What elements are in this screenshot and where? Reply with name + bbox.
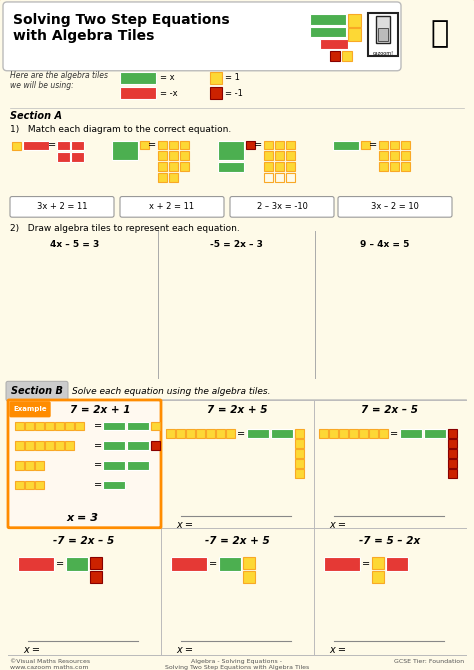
Bar [275, 173, 284, 182]
Bar [401, 162, 410, 171]
Bar [127, 421, 149, 430]
Text: x =: x = [329, 520, 346, 530]
Bar [390, 151, 399, 160]
Bar [127, 442, 149, 450]
Text: =: = [94, 441, 102, 451]
Bar [330, 51, 340, 61]
Bar [295, 440, 304, 448]
Bar [55, 421, 64, 430]
Bar [169, 162, 178, 171]
Text: 4x – 5 = 3: 4x – 5 = 3 [50, 240, 99, 249]
Bar [361, 141, 370, 149]
Text: =: = [237, 429, 245, 439]
Text: =: = [148, 141, 156, 151]
Bar [369, 429, 378, 438]
Text: 2)   Draw algebra tiles to represent each equation.: 2) Draw algebra tiles to represent each … [10, 224, 240, 233]
Bar [379, 141, 388, 149]
Bar [295, 449, 304, 458]
Bar [35, 480, 44, 489]
Bar [218, 141, 244, 160]
Text: =: = [94, 460, 102, 470]
Bar [158, 173, 167, 182]
Bar [400, 429, 422, 438]
Bar [158, 151, 167, 160]
Bar [246, 141, 255, 149]
Bar [15, 442, 24, 450]
Text: x = 3: x = 3 [66, 513, 98, 523]
Bar [264, 173, 273, 182]
Bar [319, 429, 328, 438]
Bar [127, 461, 149, 470]
Bar [25, 461, 34, 470]
FancyBboxPatch shape [8, 400, 161, 528]
FancyBboxPatch shape [230, 196, 334, 217]
Text: =: = [48, 141, 56, 151]
Bar [166, 429, 175, 438]
Bar [424, 429, 446, 438]
Text: =: = [94, 421, 102, 431]
Text: 7 = 2x + 5: 7 = 2x + 5 [207, 405, 267, 415]
Bar [295, 459, 304, 468]
Bar [45, 442, 54, 450]
Bar [15, 421, 24, 430]
Bar [448, 469, 457, 478]
Text: -7 = 2x – 5: -7 = 2x – 5 [54, 537, 115, 547]
FancyBboxPatch shape [120, 196, 224, 217]
Text: 1)   Match each diagram to the correct equation.: 1) Match each diagram to the correct equ… [10, 125, 231, 134]
Text: =: = [390, 429, 398, 439]
Text: cazoom!: cazoom! [373, 51, 393, 56]
Text: 2 – 3x = -10: 2 – 3x = -10 [256, 202, 308, 211]
Bar [65, 442, 74, 450]
Text: x =: x = [176, 645, 193, 655]
Bar [286, 173, 295, 182]
Bar [171, 557, 207, 571]
Bar [169, 173, 178, 182]
Text: Solve each equation using the algebra tiles.: Solve each equation using the algebra ti… [72, 387, 271, 395]
Bar [359, 429, 368, 438]
Bar [348, 14, 361, 27]
Text: x =: x = [176, 520, 193, 530]
Bar [379, 151, 388, 160]
Bar [226, 429, 235, 438]
Bar [120, 88, 156, 99]
Bar [169, 151, 178, 160]
Bar [401, 141, 410, 149]
Bar [378, 27, 388, 42]
Text: Algebra - Solving Equations -
Solving Two Step Equations with Algebra Tiles: Algebra - Solving Equations - Solving Tw… [165, 659, 309, 670]
Text: 3x – 2 = 10: 3x – 2 = 10 [371, 202, 419, 211]
Text: x =: x = [329, 645, 346, 655]
FancyBboxPatch shape [10, 402, 50, 417]
Bar [368, 13, 398, 56]
Bar [210, 72, 222, 84]
Text: Section A: Section A [10, 111, 62, 121]
Bar [23, 141, 49, 150]
Text: Solving Two Step Equations
with Algebra Tiles: Solving Two Step Equations with Algebra … [13, 13, 229, 43]
Bar [390, 162, 399, 171]
Bar [264, 141, 273, 149]
Bar [180, 162, 189, 171]
Bar [66, 557, 88, 571]
Bar [103, 461, 125, 470]
Text: Example: Example [13, 406, 47, 412]
Bar [295, 469, 304, 478]
Bar [295, 429, 304, 438]
Bar [386, 557, 408, 571]
Bar [243, 557, 255, 569]
Text: 👦: 👦 [431, 19, 449, 49]
Bar [25, 421, 34, 430]
Bar [103, 421, 125, 430]
Bar [286, 151, 295, 160]
Text: x + 2 = 11: x + 2 = 11 [149, 202, 194, 211]
Bar [310, 27, 346, 38]
Bar [218, 162, 244, 172]
Bar [275, 162, 284, 171]
Bar [35, 421, 44, 430]
Bar [324, 557, 360, 571]
Bar [35, 442, 44, 450]
Bar [379, 429, 388, 438]
Bar [329, 429, 338, 438]
Bar [57, 141, 70, 150]
Bar [348, 29, 361, 42]
Text: 7 = 2x – 5: 7 = 2x – 5 [362, 405, 419, 415]
